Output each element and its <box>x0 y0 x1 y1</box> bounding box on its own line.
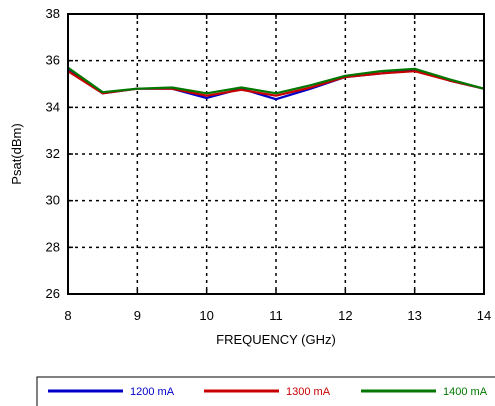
x-tick-label: 11 <box>269 308 283 323</box>
y-axis-label: Psat(dBm) <box>9 123 24 184</box>
ticks <box>67 13 485 295</box>
y-tick-label: 38 <box>46 6 60 21</box>
legend: 1200 mA 1300 mA 1400 mA <box>48 386 488 398</box>
y-tick-label: 30 <box>46 193 60 208</box>
y-tick-label: 28 <box>46 239 60 254</box>
y-tick-label: 36 <box>46 53 60 68</box>
legend-label-1400-ma: 1400 mA <box>443 386 488 398</box>
x-tick-label: 8 <box>64 308 71 323</box>
tick-labels: 8 9 10 11 12 13 14 26 28 30 32 34 36 38 <box>46 6 492 323</box>
grid <box>68 14 484 294</box>
x-tick-label: 9 <box>134 308 141 323</box>
x-tick-label: 12 <box>338 308 352 323</box>
x-axis-label: FREQUENCY (GHz) <box>216 332 336 347</box>
series-line-1400-ma <box>67 66 485 95</box>
x-tick-label: 14 <box>477 308 491 323</box>
legend-label-1200-ma: 1200 mA <box>130 386 175 398</box>
legend-label-1300-ma: 1300 mA <box>286 386 331 398</box>
y-tick-label: 34 <box>46 99 60 114</box>
y-tick-label: 26 <box>46 286 60 301</box>
x-tick-label: 13 <box>407 308 421 323</box>
series-lines <box>67 66 485 101</box>
y-tick-label: 32 <box>46 146 60 161</box>
x-tick-label: 10 <box>199 308 213 323</box>
